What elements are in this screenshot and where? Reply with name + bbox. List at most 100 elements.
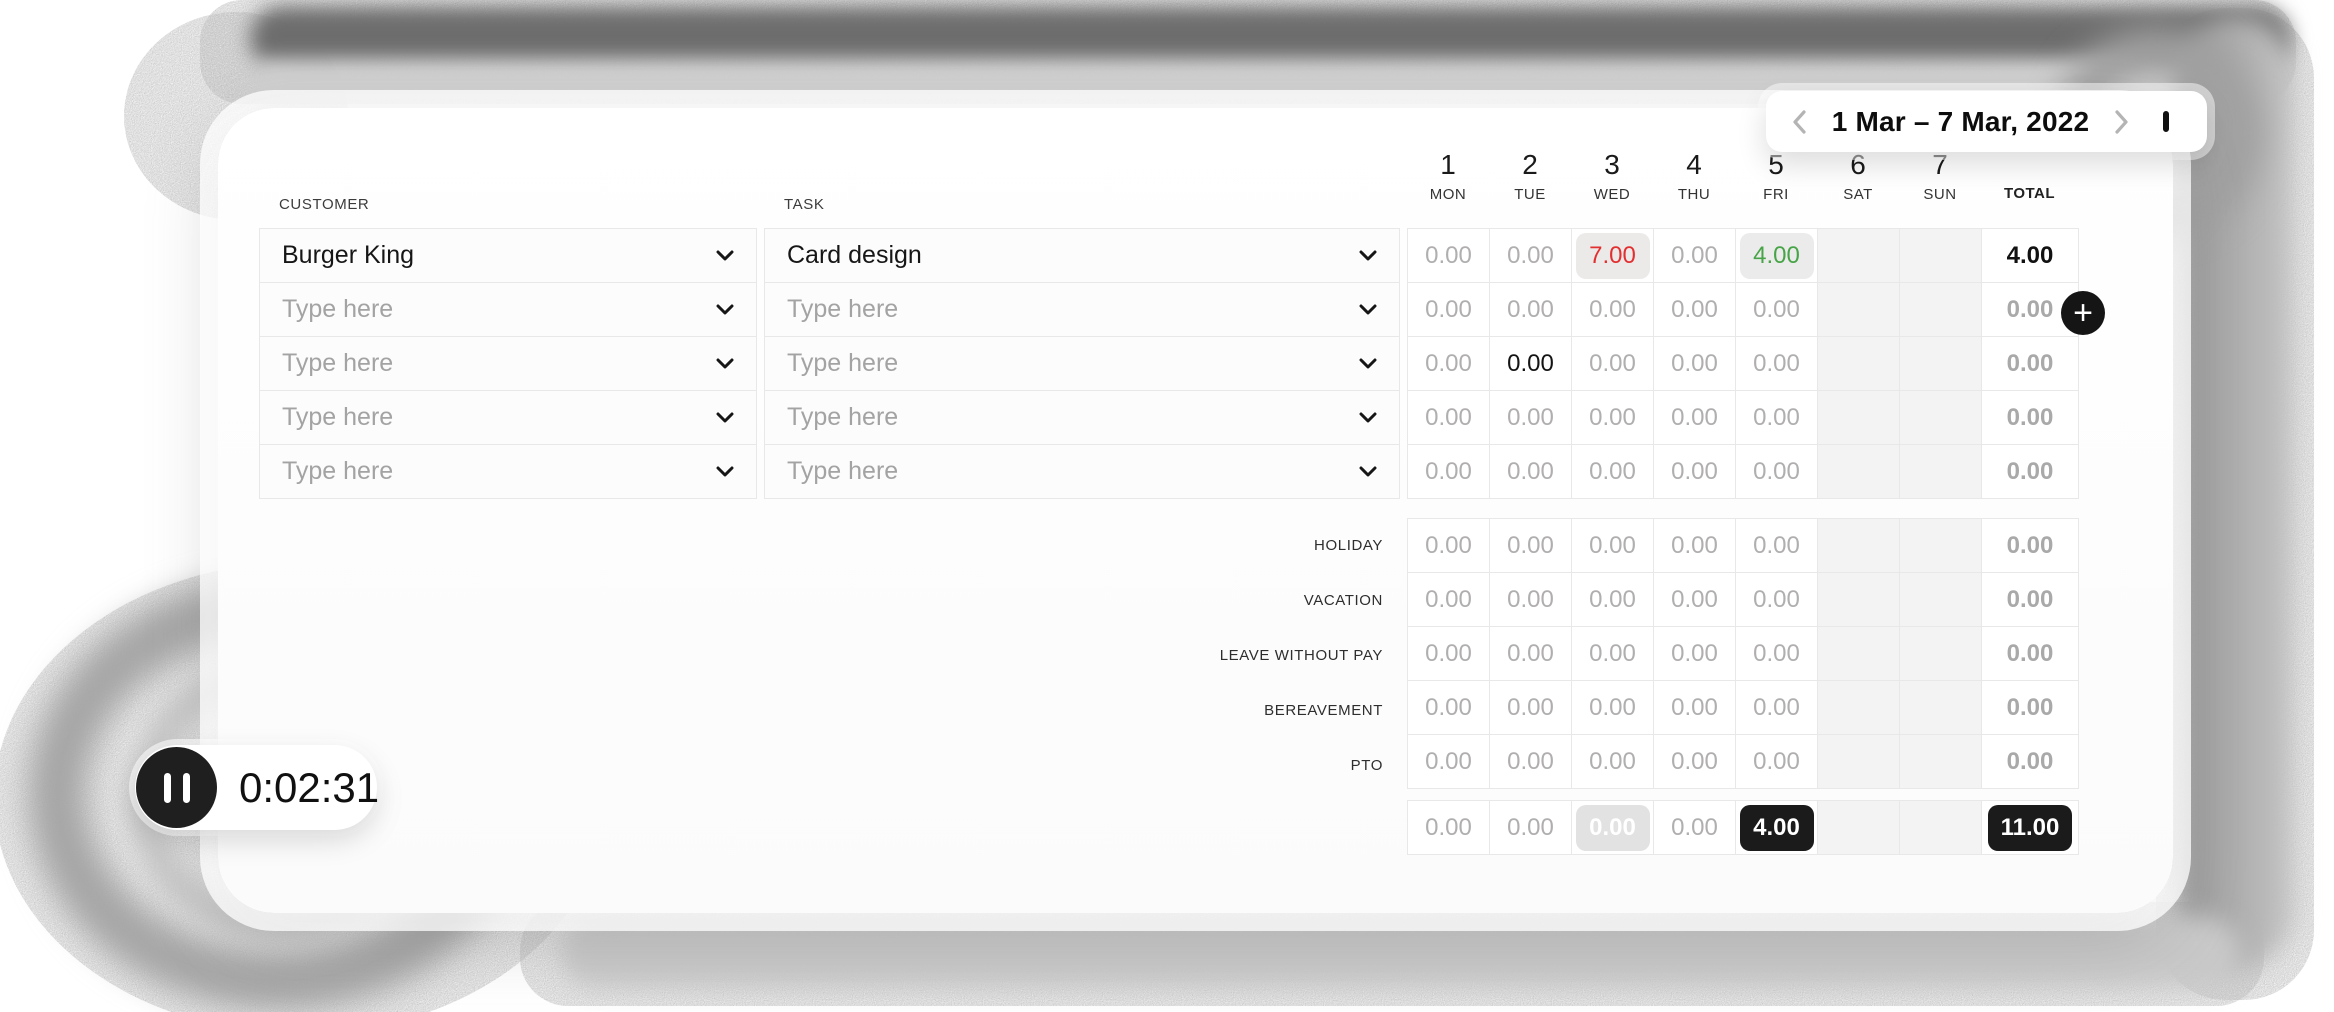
- task-select[interactable]: Type here: [764, 444, 1400, 499]
- customer-select[interactable]: Burger King: [259, 228, 757, 283]
- absence-cell[interactable]: 0.00: [1654, 573, 1736, 627]
- hours-cell[interactable]: 0.00: [1654, 337, 1736, 391]
- weekend-cell: [1818, 445, 1900, 499]
- absence-label: VACATION: [1303, 592, 1383, 609]
- hours-cell[interactable]: 0.00: [1654, 445, 1736, 499]
- absence-cell[interactable]: 0.00: [1572, 627, 1654, 681]
- hours-cell[interactable]: 0.00: [1490, 445, 1572, 499]
- hours-cell[interactable]: 0.00: [1490, 283, 1572, 337]
- hours-cell[interactable]: 0.00: [1408, 391, 1490, 445]
- chevron-down-icon: [716, 358, 734, 369]
- absence-cell[interactable]: 0.00: [1654, 519, 1736, 573]
- next-week-button[interactable]: [2111, 106, 2133, 138]
- week-total-badge: 11.00: [1988, 804, 2072, 851]
- absence-cell[interactable]: 0.00: [1408, 519, 1490, 573]
- weekend-cell: [1900, 337, 1982, 391]
- prev-week-button[interactable]: [1788, 106, 1810, 138]
- day-header-mon: 1 MON: [1429, 149, 1467, 204]
- hours-cell-over[interactable]: 7.00: [1572, 229, 1654, 283]
- absence-cell[interactable]: 0.00: [1490, 573, 1572, 627]
- absence-cell[interactable]: 0.00: [1490, 681, 1572, 735]
- absence-cell[interactable]: 0.00: [1736, 735, 1818, 789]
- absence-cell[interactable]: 0.00: [1572, 519, 1654, 573]
- absence-cell[interactable]: 0.00: [1408, 735, 1490, 789]
- hours-cell[interactable]: 0.00: [1572, 391, 1654, 445]
- hours-cell-active[interactable]: 0.00: [1490, 337, 1572, 391]
- absence-cell[interactable]: 0.00: [1736, 681, 1818, 735]
- weekend-cell: [1900, 681, 1982, 735]
- absence-label: PTO: [1350, 757, 1383, 774]
- task-select[interactable]: Card design: [764, 228, 1400, 283]
- absence-cell[interactable]: 0.00: [1490, 519, 1572, 573]
- hours-cell[interactable]: 0.00: [1408, 337, 1490, 391]
- timer-widget: 0:02:31: [135, 745, 379, 830]
- customer-select[interactable]: Type here: [259, 336, 757, 391]
- hours-cell[interactable]: 0.00: [1572, 337, 1654, 391]
- hours-cell[interactable]: 0.00: [1408, 229, 1490, 283]
- absence-cell[interactable]: 0.00: [1572, 735, 1654, 789]
- absence-cell[interactable]: 0.00: [1572, 681, 1654, 735]
- absence-cell[interactable]: 0.00: [1736, 519, 1818, 573]
- hours-cell[interactable]: 0.00: [1736, 445, 1818, 499]
- hours-cell[interactable]: 0.00: [1572, 445, 1654, 499]
- hours-cell[interactable]: 0.00: [1654, 229, 1736, 283]
- hours-cell[interactable]: 0.00: [1490, 229, 1572, 283]
- weekend-cell: [1818, 681, 1900, 735]
- absence-cell[interactable]: 0.00: [1408, 681, 1490, 735]
- customer-select[interactable]: Type here: [259, 444, 757, 499]
- day-header-fri: 5 FRI: [1763, 149, 1789, 204]
- absence-cell[interactable]: 0.00: [1408, 627, 1490, 681]
- customer-select[interactable]: Type here: [259, 282, 757, 337]
- absence-cell[interactable]: 0.00: [1490, 627, 1572, 681]
- chevron-down-icon: [1359, 250, 1377, 261]
- chevron-down-icon: [716, 250, 734, 261]
- chevron-down-icon: [1359, 412, 1377, 423]
- hours-grid: 0.00 0.00 7.00 0.00 4.00 4.00 0.00 0.00 …: [1407, 228, 2079, 499]
- absence-cell[interactable]: 0.00: [1736, 627, 1818, 681]
- hours-cell[interactable]: 0.00: [1408, 445, 1490, 499]
- absence-cell[interactable]: 0.00: [1654, 681, 1736, 735]
- add-row-button[interactable]: +: [2061, 291, 2105, 335]
- absence-total: 0.00: [1982, 681, 2079, 735]
- absence-total: 0.00: [1982, 735, 2079, 789]
- hours-cell[interactable]: 0.00: [1654, 283, 1736, 337]
- calendar-button[interactable]: [2147, 104, 2185, 140]
- day-header-sat: 6 SAT: [1843, 149, 1873, 204]
- hours-cell-ok[interactable]: 4.00: [1736, 229, 1818, 283]
- task-select[interactable]: Type here: [764, 390, 1400, 445]
- day-header-wed: 3 WED: [1593, 149, 1631, 204]
- absence-cell[interactable]: 0.00: [1654, 627, 1736, 681]
- day-total-cell-highlight: 0.00: [1572, 801, 1654, 855]
- absence-cell[interactable]: 0.00: [1572, 573, 1654, 627]
- pause-button[interactable]: [136, 747, 217, 828]
- weekend-cell: [1900, 801, 1982, 855]
- task-select[interactable]: Type here: [764, 336, 1400, 391]
- hours-cell[interactable]: 0.00: [1490, 391, 1572, 445]
- chevron-down-icon: [716, 412, 734, 423]
- task-select[interactable]: Type here: [764, 282, 1400, 337]
- weekend-cell: [1818, 283, 1900, 337]
- chevron-left-icon: [1793, 109, 1806, 134]
- absence-cell[interactable]: 0.00: [1490, 735, 1572, 789]
- hours-cell[interactable]: 0.00: [1736, 283, 1818, 337]
- hours-cell[interactable]: 0.00: [1654, 391, 1736, 445]
- absence-cell[interactable]: 0.00: [1736, 573, 1818, 627]
- hours-cell[interactable]: 0.00: [1736, 337, 1818, 391]
- customer-select[interactable]: Type here: [259, 390, 757, 445]
- weekend-cell: [1900, 573, 1982, 627]
- hours-cell[interactable]: 0.00: [1572, 283, 1654, 337]
- absence-cell[interactable]: 0.00: [1408, 573, 1490, 627]
- absence-total: 0.00: [1982, 627, 2079, 681]
- hours-cell[interactable]: 0.00: [1408, 283, 1490, 337]
- weekend-cell: [1818, 573, 1900, 627]
- calendar-icon: [2154, 111, 2178, 132]
- customer-placeholder: Type here: [282, 457, 394, 485]
- weekend-cell: [1818, 229, 1900, 283]
- row-total: 0.00: [1982, 337, 2079, 391]
- task-placeholder: Type here: [787, 457, 899, 485]
- weekend-cell: [1900, 519, 1982, 573]
- hours-cell[interactable]: 0.00: [1736, 391, 1818, 445]
- day-header-sun: 7 SUN: [1923, 149, 1957, 204]
- absence-cell[interactable]: 0.00: [1654, 735, 1736, 789]
- absence-grid: 0.00 0.00 0.00 0.00 0.00 0.00 0.00 0.00 …: [1407, 518, 2079, 789]
